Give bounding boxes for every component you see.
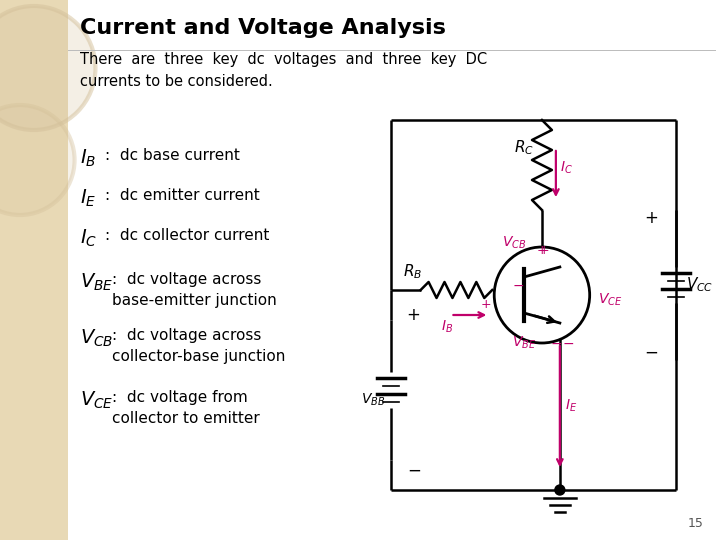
Bar xyxy=(0,0,68,540)
Text: +: + xyxy=(537,245,548,258)
Text: $\mathit{V}_\mathit{BE}$: $\mathit{V}_\mathit{BE}$ xyxy=(79,272,113,293)
Text: $\mathit{I}_\mathit{B}$: $\mathit{I}_\mathit{B}$ xyxy=(79,148,96,170)
Text: $V_{BB}$: $V_{BB}$ xyxy=(361,392,384,408)
Text: +: + xyxy=(480,299,491,312)
Text: $\mathit{I}_\mathit{E}$: $\mathit{I}_\mathit{E}$ xyxy=(79,188,96,210)
Text: 15: 15 xyxy=(688,517,704,530)
Text: $-$: $-$ xyxy=(550,336,562,350)
Text: $-$: $-$ xyxy=(562,336,574,350)
Circle shape xyxy=(555,485,564,495)
Text: $I_B$: $I_B$ xyxy=(441,319,453,335)
Text: $V_{CB}$: $V_{CB}$ xyxy=(502,235,526,251)
Text: $V_{CE}$: $V_{CE}$ xyxy=(598,292,622,308)
Text: $\mathit{V}_\mathit{CB}$: $\mathit{V}_\mathit{CB}$ xyxy=(79,328,113,349)
Text: $V_{CC}$: $V_{CC}$ xyxy=(686,275,714,294)
Text: $R_C$: $R_C$ xyxy=(514,139,534,157)
Text: +: + xyxy=(407,306,420,324)
Text: There  are  three  key  dc  voltages  and  three  key  DC
currents to be conside: There are three key dc voltages and thre… xyxy=(79,52,487,89)
Text: $V_{BE}$: $V_{BE}$ xyxy=(512,335,536,351)
Text: $\mathit{V}_\mathit{CE}$: $\mathit{V}_\mathit{CE}$ xyxy=(79,390,113,411)
Text: $\mathit{I}_\mathit{C}$: $\mathit{I}_\mathit{C}$ xyxy=(79,228,96,249)
Text: $I_E$: $I_E$ xyxy=(564,398,577,414)
Text: $I_C$: $I_C$ xyxy=(560,160,572,177)
Text: :  dc voltage across
base-emitter junction: : dc voltage across base-emitter junctio… xyxy=(112,272,277,308)
Circle shape xyxy=(494,247,590,343)
Text: :  dc base current: : dc base current xyxy=(105,148,240,163)
Circle shape xyxy=(0,6,96,130)
Text: :  dc voltage across
collector-base junction: : dc voltage across collector-base junct… xyxy=(112,328,286,364)
Text: +: + xyxy=(644,209,658,227)
Text: Current and Voltage Analysis: Current and Voltage Analysis xyxy=(79,18,446,38)
Text: $-$: $-$ xyxy=(644,343,658,361)
Text: :  dc voltage from
collector to emitter: : dc voltage from collector to emitter xyxy=(112,390,260,426)
Circle shape xyxy=(0,105,75,215)
Text: +: + xyxy=(539,245,549,258)
Text: $-$: $-$ xyxy=(407,461,421,479)
Text: :  dc emitter current: : dc emitter current xyxy=(105,188,260,203)
Text: :  dc collector current: : dc collector current xyxy=(105,228,270,243)
Text: $R_B$: $R_B$ xyxy=(402,262,422,281)
Text: $-$: $-$ xyxy=(512,278,524,292)
